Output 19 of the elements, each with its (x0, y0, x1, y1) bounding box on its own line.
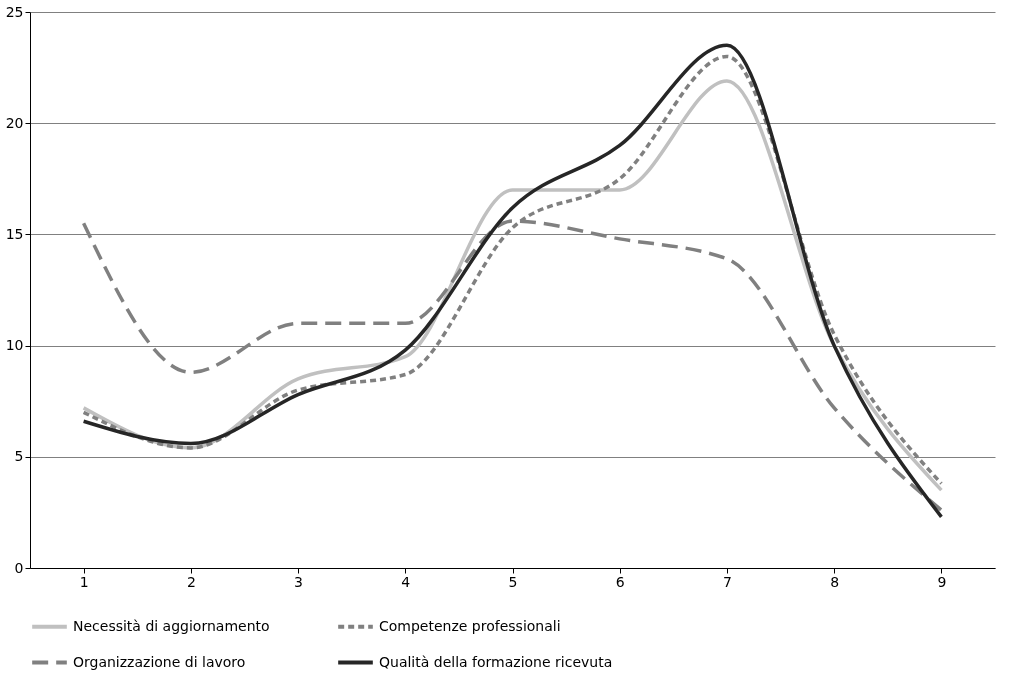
x-tick-label: 3 (294, 573, 304, 590)
x-tick-label: 4 (401, 573, 411, 590)
legend-label: Qualità della formazione ricevuta (379, 653, 613, 670)
x-tick-label: 7 (722, 573, 732, 590)
x-tick-label: 1 (79, 573, 89, 590)
y-tick-label: 5 (14, 448, 24, 465)
x-tick-label: 2 (186, 573, 196, 590)
x-tick-label: 6 (615, 573, 625, 590)
y-tick-label: 25 (5, 3, 24, 20)
y-tick-label: 0 (14, 559, 24, 576)
legend-label: Necessità di aggiornamento (73, 617, 270, 634)
x-tick-label: 5 (508, 573, 518, 590)
legend-label: Organizzazione di lavoro (73, 653, 246, 670)
x-tick-label: 9 (937, 573, 947, 590)
y-tick-label: 15 (5, 225, 24, 242)
x-tick-label: 8 (830, 573, 840, 590)
y-tick-label: 20 (5, 114, 24, 131)
y-tick-label: 10 (5, 337, 24, 354)
legend-label: Competenze professionali (379, 617, 561, 634)
